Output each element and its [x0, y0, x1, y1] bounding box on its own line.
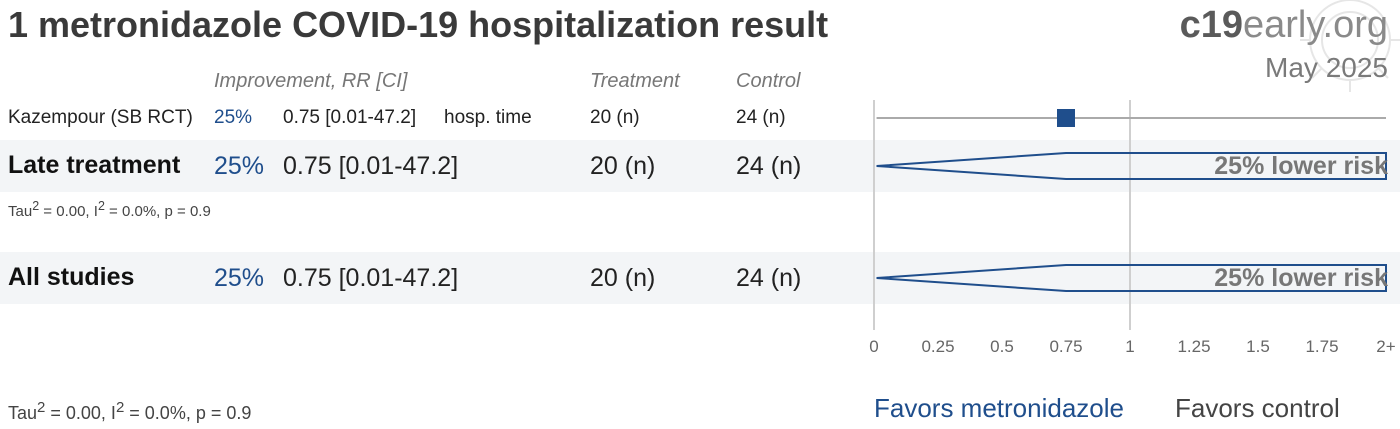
study-control-n: 24 (n)	[736, 107, 786, 128]
late-rr-ci: 0.75 [0.01-47.2]	[283, 152, 459, 180]
study-rr-ci: 0.75 [0.01-47.2]	[283, 107, 417, 128]
brand-logo[interactable]: c19early.org	[1180, 4, 1388, 47]
late-improvement: 25%	[214, 152, 265, 180]
all-treatment-n: 20 (n)	[590, 264, 656, 292]
all-rr-ci: 0.75 [0.01-47.2]	[283, 264, 459, 292]
study-point	[1057, 109, 1075, 127]
late-treatment-band	[0, 140, 1400, 192]
x-tick-label: 0	[869, 337, 878, 356]
x-tick-label: 0.75	[1049, 337, 1082, 356]
pooled-diamond	[876, 152, 1387, 180]
column-header-improvement: Improvement, RR [CI]	[214, 70, 408, 92]
x-tick-label: 1.75	[1305, 337, 1338, 356]
study-treatment-n: 20 (n)	[590, 107, 640, 128]
late-risk-label: 25% lower risk	[1214, 152, 1388, 180]
all-control-n: 24 (n)	[736, 264, 802, 292]
brand-bold: c19	[1179, 4, 1243, 46]
x-tick-label: 2+	[1376, 337, 1395, 356]
late-control-n: 24 (n)	[736, 152, 802, 180]
x-tick-label: 1	[1125, 337, 1134, 356]
study-outcome: hosp. time	[444, 107, 532, 128]
page-title: 1 metronidazole COVID-19 hospitalization…	[8, 4, 829, 45]
x-tick-label: 0.5	[990, 337, 1014, 356]
all-studies-band	[0, 252, 1400, 304]
late-heterogeneity-stats: Tau2 = 0.00, I2 = 0.0%, p = 0.9	[8, 199, 211, 220]
x-tick-label: 1.5	[1246, 337, 1270, 356]
all-improvement: 25%	[214, 264, 265, 292]
favors-treatment-label: Favors metronidazole	[874, 393, 1124, 423]
pooled-diamond	[876, 264, 1387, 292]
x-tick-label: 1.25	[1177, 337, 1210, 356]
overall-heterogeneity-stats: Tau2 = 0.00, I2 = 0.0%, p = 0.9	[8, 399, 252, 423]
late-treatment-label: Late treatment	[8, 151, 181, 179]
late-treatment-n: 20 (n)	[590, 152, 656, 180]
column-header-treatment: Treatment	[590, 70, 680, 92]
x-tick-label: 0.25	[921, 337, 954, 356]
all-risk-label: 25% lower risk	[1214, 264, 1388, 292]
brand-rest: early.org	[1242, 4, 1388, 46]
all-studies-label: All studies	[8, 263, 135, 291]
virus-watermark-icon	[1300, 0, 1400, 92]
report-date: May 2025	[1265, 52, 1388, 83]
favors-control-label: Favors control	[1175, 393, 1340, 423]
column-header-control: Control	[736, 70, 801, 92]
study-improvement: 25%	[214, 107, 253, 128]
study-name: Kazempour (SB RCT)	[8, 107, 193, 128]
